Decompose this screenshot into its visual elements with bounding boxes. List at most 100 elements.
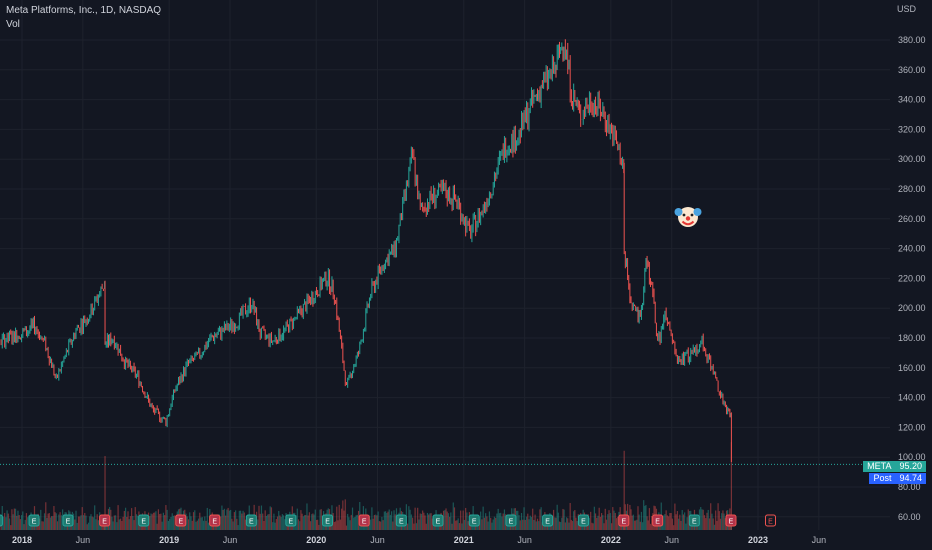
volume-bar [58,514,60,530]
volume-bar [487,521,489,530]
volume-bar [24,519,26,530]
volume-bar [111,516,113,530]
volume-bar [377,511,379,530]
symbol-title[interactable]: Meta Platforms, Inc., 1D, NASDAQ [6,5,162,16]
svg-text:E: E [362,519,367,526]
volume-bar [528,519,530,530]
volume-bar [425,523,427,530]
earnings-marker[interactable]: E [358,514,370,527]
volume-bar [46,517,48,530]
earnings-marker[interactable]: E [468,514,480,527]
earnings-marker[interactable]: E [138,514,150,527]
volume-bar [647,520,649,530]
volume-bar [523,507,525,530]
volume-bar [564,522,566,530]
volume-bar [197,518,200,530]
volume-bar [74,519,76,530]
volume-bar [538,521,540,530]
volume-bar [614,512,616,530]
volume-bar [410,514,412,530]
earnings-marker[interactable]: E [28,514,40,527]
y-tick-label: 300.00 [898,154,926,164]
earnings-marker[interactable]: E [209,514,221,527]
currency-label[interactable]: USD [896,4,916,14]
volume-bar [644,505,646,530]
volume-bar [42,521,44,530]
volume-bar [392,521,394,530]
volume-bar [104,456,106,530]
volume-bar [200,517,202,530]
svg-text:E: E [325,519,330,526]
earnings-marker[interactable]: E [505,514,517,527]
volume-bar [87,522,90,530]
volume-bar [570,519,572,530]
earnings-marker[interactable]: E [652,514,664,527]
earnings-marker[interactable]: E [725,514,737,527]
svg-text:E: E [399,519,404,526]
volume-bar [534,514,536,530]
earnings-marker[interactable]: E [432,514,444,527]
volume-bar [190,516,192,530]
volume-bar [594,513,597,530]
earnings-marker[interactable]: E [285,514,297,527]
volume-bar [722,510,724,530]
earnings-markers[interactable]: EEEEEEEEEEEEEEEEEEEEEE [0,514,776,527]
y-tick-label: 120.00 [898,422,926,432]
volume-bar [354,516,356,530]
earnings-marker[interactable]: E [322,514,334,527]
volume-bar [697,522,699,530]
volume-bar [710,503,712,530]
post-market-price-tag: Post 94.74 [869,473,926,484]
volume-bar [124,507,127,530]
volume-bar [502,513,504,530]
earnings-marker[interactable]: E [618,514,630,527]
earnings-marker[interactable]: E [542,514,554,527]
volume-bar [419,513,421,530]
volume-bar [301,513,303,530]
earnings-marker[interactable]: E [245,514,257,527]
earnings-marker[interactable]: E [0,514,3,527]
volume-bar [86,524,88,530]
volume-bar [461,523,463,530]
earnings-marker[interactable]: E [395,514,407,527]
volume-bar [171,513,173,530]
volume-bar [498,513,501,530]
volume-bar [112,521,114,530]
time-axis[interactable]: 2018 Jun 2019 Jun 2020 Jun 2021 Jun 2022 Jun 2023 J… [12,535,826,545]
svg-text:E: E [66,519,71,526]
x-tick-label: Jun [370,535,385,545]
volume-bar [578,523,581,530]
volume-bar [636,519,638,530]
volume-bar [420,513,423,530]
volume-bar [467,521,469,530]
volume-bar [343,510,345,530]
earnings-marker[interactable]: E [175,514,187,527]
volume-bar [257,519,259,530]
earnings-marker[interactable]: E [764,514,776,527]
volume-label[interactable]: Vol [6,19,20,30]
volume-bar [303,515,306,530]
volume-bar [77,516,80,530]
volume-bar [244,519,247,530]
volume-bar [260,505,263,530]
volume-bar [227,507,229,530]
earnings-marker[interactable]: E [99,514,111,527]
earnings-marker[interactable]: E [688,514,700,527]
svg-text:E: E [249,519,254,526]
volume-bar [191,520,193,530]
volume-bar [17,510,19,530]
earnings-marker[interactable]: E [62,514,74,527]
price-axis[interactable]: 60.00 80.00 100.00 120.00 140.00 160.00 180.00… [898,35,926,522]
volume-bar [131,508,133,530]
volume-bar [127,511,129,530]
volume-bar [222,509,224,530]
volume-bar [567,518,569,530]
earnings-marker[interactable]: E [577,514,589,527]
svg-text:E: E [472,519,477,526]
svg-text:E: E [655,519,660,526]
volume-bar [712,518,714,530]
volume-bar [452,502,454,530]
volume-bar [623,450,625,530]
volume-bar [233,512,235,530]
